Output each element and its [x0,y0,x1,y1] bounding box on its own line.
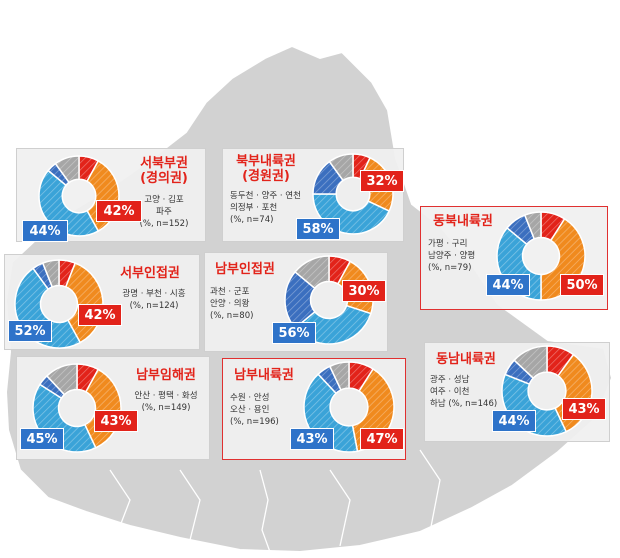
badge-blue-seobukbu-value: 44 [29,224,48,239]
badge-blue-dongbuknaeryuk: 44% [486,274,530,296]
badge-red-nambuinjeop: 30% [342,280,386,302]
badge-blue-seobuinjeop: 52% [8,320,52,342]
badge-red-nambuinjeop-value: 30 [348,284,367,299]
slice-hatch-navy-dongnamnaeryuk [505,360,534,385]
slice-hatch-red-seobuinjeop [59,260,76,287]
slice-hatch-red-dongnamnaeryuk [547,346,574,376]
sub-seobukbu: 고양 · 김포 파주 (%, n=152) [139,195,189,229]
title-nambuimhae: 남부임해권 [136,368,196,383]
slice-hatch-gray-dongbuknaeryuk [524,212,541,239]
district-borders [109,59,441,553]
title-seobukbu: 서북부권 (경의권) [140,156,188,186]
badge-red-bukbunaeryuk-value: 32 [366,174,385,189]
donut-seobukbu [38,155,120,237]
badge-blue-nambuinjeop: 56% [272,322,316,344]
sub-dongbuknaeryuk: 가평 · 구리 남양주 · 양평 (%, n=79) [428,239,476,273]
slice-hatch-red-seobukbu [79,156,99,182]
badge-red-nambuimhae-value: 43 [100,414,119,429]
slice-hatch-blue-seobukbu [38,170,99,237]
slice-hatch-navy-nambuimhae [39,375,65,399]
badge-blue-nambuimhae: 45% [20,428,64,450]
slice-hatch-gray-seobukbu [55,156,79,183]
title-nambunaeryuk: 남부내륙권 [234,368,294,383]
badge-blue-nambunaeryuk-value: 43 [296,432,315,447]
badge-blue-bukbunaeryuk-value: 58 [302,222,321,237]
badge-blue-dongnamnaeryuk: 44% [492,410,536,432]
slice-hatch-navy-bukbunaeryuk [313,161,344,194]
badge-red-dongnamnaeryuk-value: 43 [568,402,587,417]
title-nambuinjeop: 남부인접권 [215,262,275,277]
slice-hatch-gray-seobuinjeop [42,260,59,287]
badge-red-seobukbu-value: 42 [103,204,122,219]
badge-blue-dongbuknaeryuk-value: 44 [492,278,511,293]
badge-red-seobukbu: 42% [96,200,142,222]
sub-nambuinjeop: 과천 · 군포 안양 · 의왕 (%, n=80) [210,287,254,321]
badge-red-dongbuknaeryuk: 50% [560,274,604,296]
slice-hatch-red-nambunaeryuk [349,362,374,392]
badge-blue-seobukbu: 44% [22,220,68,242]
badge-blue-nambuinjeop-value: 56 [278,326,297,341]
badge-red-dongbuknaeryuk-value: 50 [566,278,585,293]
slice-hatch-gray-nambuimhae [46,364,77,395]
slice-hatch-red-bukbunaeryuk [353,154,371,179]
badge-red-dongnamnaeryuk: 43% [562,398,606,420]
sub-dongnamnaeryuk: 광주 · 성남 여주 · 이천 하남 (%, n=146) [430,375,498,409]
badge-blue-nambunaeryuk: 43% [290,428,334,450]
badge-red-nambuimhae: 43% [94,410,138,432]
badge-red-seobuinjeop: 42% [78,304,122,326]
slice-hatch-gray-nambunaeryuk [329,362,349,390]
badge-red-nambunaeryuk-value: 47 [366,432,385,447]
badge-red-nambunaeryuk: 47% [360,428,404,450]
sub-nambuimhae: 안산 · 평택 · 화성 (%, n=149) [134,391,198,413]
slice-hatch-navy-nambuinjeop [285,271,315,329]
title-dongbuknaeryuk: 동북내륙권 [433,214,493,229]
badge-red-bukbunaeryuk: 32% [360,170,404,192]
badge-blue-dongnamnaeryuk-value: 44 [498,414,517,429]
slice-hatch-red-dongbuknaeryuk [541,212,565,241]
title-seobuinjeop: 서부인접권 [120,266,180,281]
slice-hatch-red-nambuinjeop [329,256,351,284]
title-bukbunaeryuk: 북부내륙권 (경원권) [236,154,296,184]
slice-hatch-red-nambuimhae [77,364,99,392]
slice-hatch-navy-nambunaeryuk [318,366,341,394]
badge-blue-nambuimhae-value: 45 [26,432,45,447]
title-dongnamnaeryuk: 동남내륙권 [436,352,496,367]
badge-blue-bukbunaeryuk: 58% [296,218,340,240]
sub-seobuinjeop: 광명 · 부천 · 시흥 (%, n=124) [122,289,186,311]
slice-hatch-navy-seobuinjeop [33,263,53,290]
slice-hatch-gray-nambuinjeop [295,256,329,289]
slice-hatch-gray-bukbunaeryuk [329,154,353,181]
slice-hatch-navy-seobukbu [48,163,70,186]
slice-hatch-gray-dongnamnaeryuk [514,346,547,379]
badge-red-seobuinjeop-value: 42 [84,308,103,323]
badge-blue-seobuinjeop-value: 52 [14,324,33,339]
sub-nambunaeryuk: 수원 · 안성 오산 · 용인 (%, n=196) [230,393,279,427]
sub-bukbunaeryuk: 동두천 · 양주 · 연천 의정부 · 포천 (%, n=74) [230,191,301,225]
